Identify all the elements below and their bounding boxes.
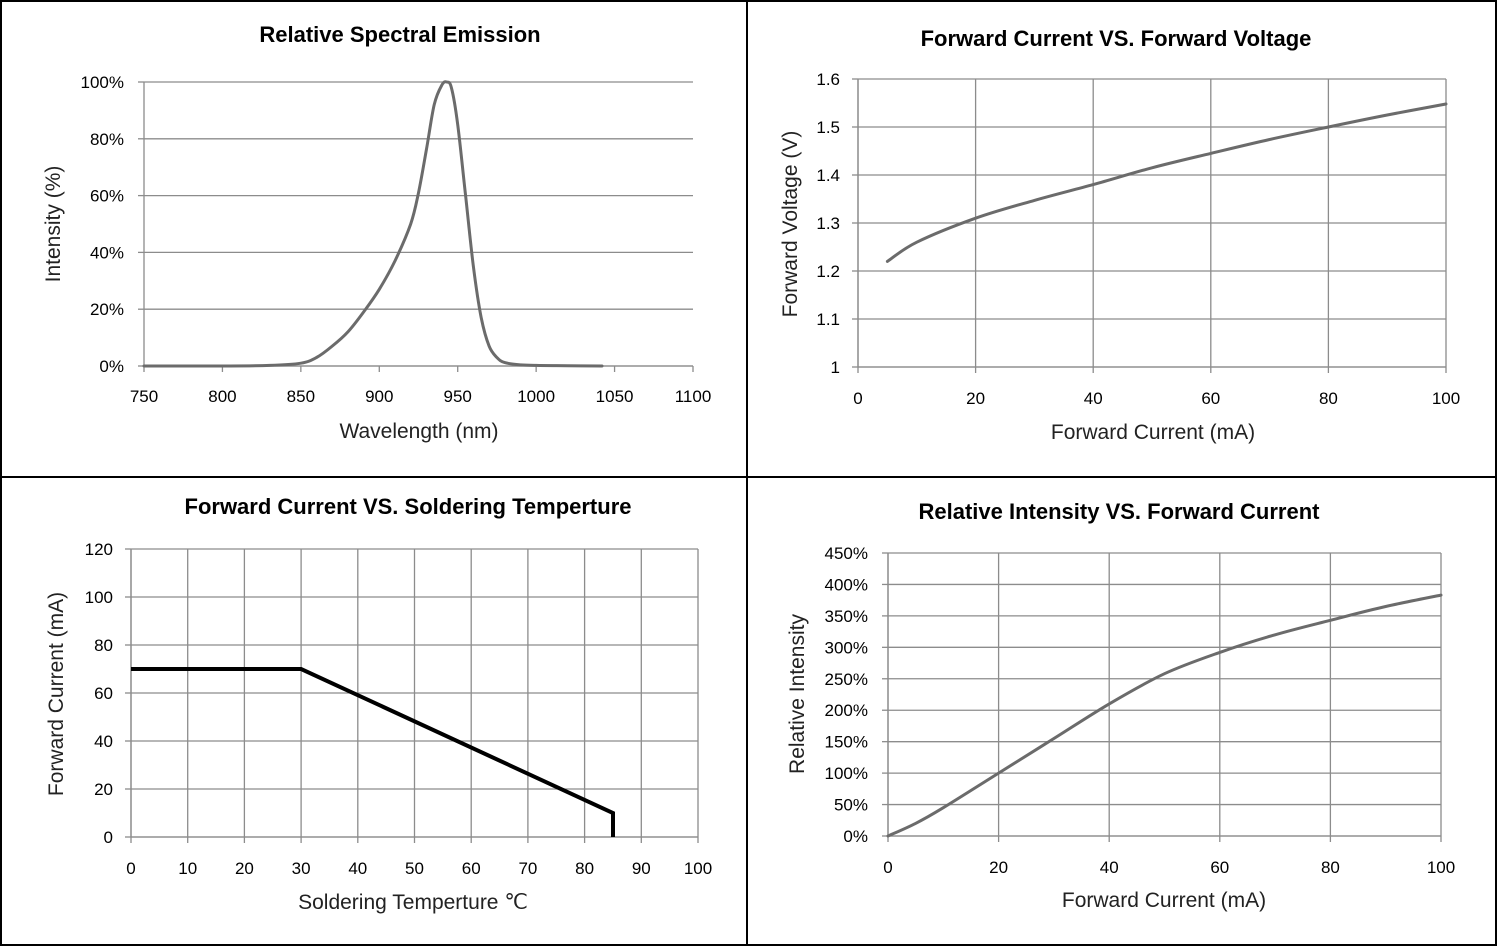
x-tick-label: 80 xyxy=(1321,858,1340,877)
series-line xyxy=(885,102,1448,263)
x-tick-label: 40 xyxy=(1100,858,1119,877)
x-tick-label: 70 xyxy=(518,859,537,878)
x-tick-label: 750 xyxy=(130,387,158,406)
y-tick-label: 1.5 xyxy=(816,118,840,137)
x-tick-label: 950 xyxy=(444,387,472,406)
x-tick-label: 80 xyxy=(1319,389,1338,408)
x-tick-label: 60 xyxy=(462,859,481,878)
x-tick-label: 0 xyxy=(883,858,892,877)
y-tick-label: 80 xyxy=(94,636,113,655)
y-axis-label: Forward Voltage (V) xyxy=(779,131,802,318)
y-tick-label: 1.6 xyxy=(816,70,840,89)
y-tick-label: 0 xyxy=(104,828,113,847)
tick-labels: 0 20 40 60 80 100 120 0 10 20 30 40 50 60 70 80 90 100 xyxy=(85,540,713,878)
y-tick-label: 40% xyxy=(90,243,124,262)
series-line xyxy=(131,667,615,837)
y-tick-label: 1 xyxy=(831,358,840,377)
chart-title: Forward Current VS. Soldering Temperture xyxy=(185,494,632,519)
y-tick-label: 1.1 xyxy=(816,310,840,329)
y-tick-label: 1.2 xyxy=(816,262,840,281)
y-tick-label: 250% xyxy=(825,670,868,689)
x-tick-label: 40 xyxy=(348,859,367,878)
series-line xyxy=(142,80,604,368)
y-tick-label: 50% xyxy=(834,796,868,815)
x-tick-label: 0 xyxy=(853,389,862,408)
panel-border-bottom-right xyxy=(746,476,1497,946)
series-group xyxy=(886,593,1443,838)
y-tick-label: 80% xyxy=(90,130,124,149)
tick-labels: 1 1.1 1.2 1.3 1.4 1.5 1.6 0 20 40 60 80 100 xyxy=(816,70,1460,408)
x-tick-label: 800 xyxy=(208,387,236,406)
forward-voltage-chart: Forward Current VS. Forward Voltage 1 1.1… xyxy=(779,26,1460,444)
y-tick-label: 60% xyxy=(90,187,124,206)
x-tick-label: 1050 xyxy=(596,387,634,406)
x-tick-label: 1000 xyxy=(517,387,555,406)
chart-title: Forward Current VS. Forward Voltage xyxy=(921,26,1312,51)
y-tick-label: 20 xyxy=(94,780,113,799)
y-tick-label: 350% xyxy=(825,607,868,626)
x-tick-label: 10 xyxy=(178,859,197,878)
x-tick-label: 90 xyxy=(632,859,651,878)
y-tick-label: 60 xyxy=(94,684,113,703)
x-tick-label: 60 xyxy=(1210,858,1229,877)
y-tick-label: 400% xyxy=(825,575,868,594)
plot-grid xyxy=(882,552,1442,842)
x-tick-label: 40 xyxy=(1084,389,1103,408)
x-tick-label: 60 xyxy=(1201,389,1220,408)
series-group xyxy=(885,102,1448,263)
x-tick-label: 20 xyxy=(235,859,254,878)
x-tick-label: 0 xyxy=(126,859,135,878)
y-axis-label: Relative Intensity xyxy=(786,614,809,774)
x-tick-label: 100 xyxy=(1427,858,1455,877)
x-tick-label: 30 xyxy=(292,859,311,878)
y-tick-label: 120 xyxy=(85,540,113,559)
x-tick-label: 50 xyxy=(405,859,424,878)
y-tick-label: 20% xyxy=(90,300,124,319)
plot-grid xyxy=(852,78,1447,373)
plot-grid xyxy=(125,548,699,843)
x-tick-label: 20 xyxy=(966,389,985,408)
spectral-emission-chart: Relative Spectral Emission 0% 20% 40% 60% 80… xyxy=(42,22,711,443)
y-axis-label: Intensity (%) xyxy=(42,166,65,283)
tick-labels: 0% 20% 40% 60% 80% 100% 750 800 850 900 950 1000 105… xyxy=(81,73,712,406)
x-axis-label: Wavelength (nm) xyxy=(339,420,498,443)
plot-grid xyxy=(138,81,694,372)
y-axis-label: Forward Current (mA) xyxy=(45,592,68,796)
y-tick-label: 100 xyxy=(85,588,113,607)
y-tick-label: 200% xyxy=(825,701,868,720)
y-tick-label: 450% xyxy=(825,544,868,563)
x-tick-label: 100 xyxy=(684,859,712,878)
y-tick-label: 100% xyxy=(81,73,124,92)
series-group xyxy=(131,667,615,837)
y-tick-label: 300% xyxy=(825,638,868,657)
x-tick-label: 1100 xyxy=(675,387,712,406)
x-axis-label: Soldering Temperture ℃ xyxy=(298,891,528,914)
y-tick-label: 40 xyxy=(94,732,113,751)
x-tick-label: 20 xyxy=(989,858,1008,877)
chart-title: Relative Spectral Emission xyxy=(259,22,540,47)
y-tick-label: 150% xyxy=(825,733,868,752)
y-tick-label: 100% xyxy=(825,764,868,783)
x-tick-label: 850 xyxy=(287,387,315,406)
soldering-temperature-chart: Forward Current VS. Soldering Temperture… xyxy=(45,494,712,914)
y-tick-label: 1.3 xyxy=(816,214,840,233)
y-tick-label: 0% xyxy=(843,827,868,846)
x-tick-label: 80 xyxy=(575,859,594,878)
y-tick-label: 1.4 xyxy=(816,166,840,185)
chart-title: Relative Intensity VS. Forward Current xyxy=(919,499,1321,524)
x-axis-label: Forward Current (mA) xyxy=(1062,889,1266,912)
y-tick-label: 0% xyxy=(99,357,124,376)
tick-labels: 0% 50% 100% 150% 200% 250% 300% 350% 400% 450% 0 20… xyxy=(825,544,1456,877)
x-tick-label: 100 xyxy=(1432,389,1460,408)
series-line xyxy=(886,593,1443,838)
series-group xyxy=(142,80,604,368)
x-axis-label: Forward Current (mA) xyxy=(1051,421,1255,444)
x-tick-label: 900 xyxy=(365,387,393,406)
relative-intensity-chart: Relative Intensity VS. Forward Current 0… xyxy=(786,499,1455,912)
